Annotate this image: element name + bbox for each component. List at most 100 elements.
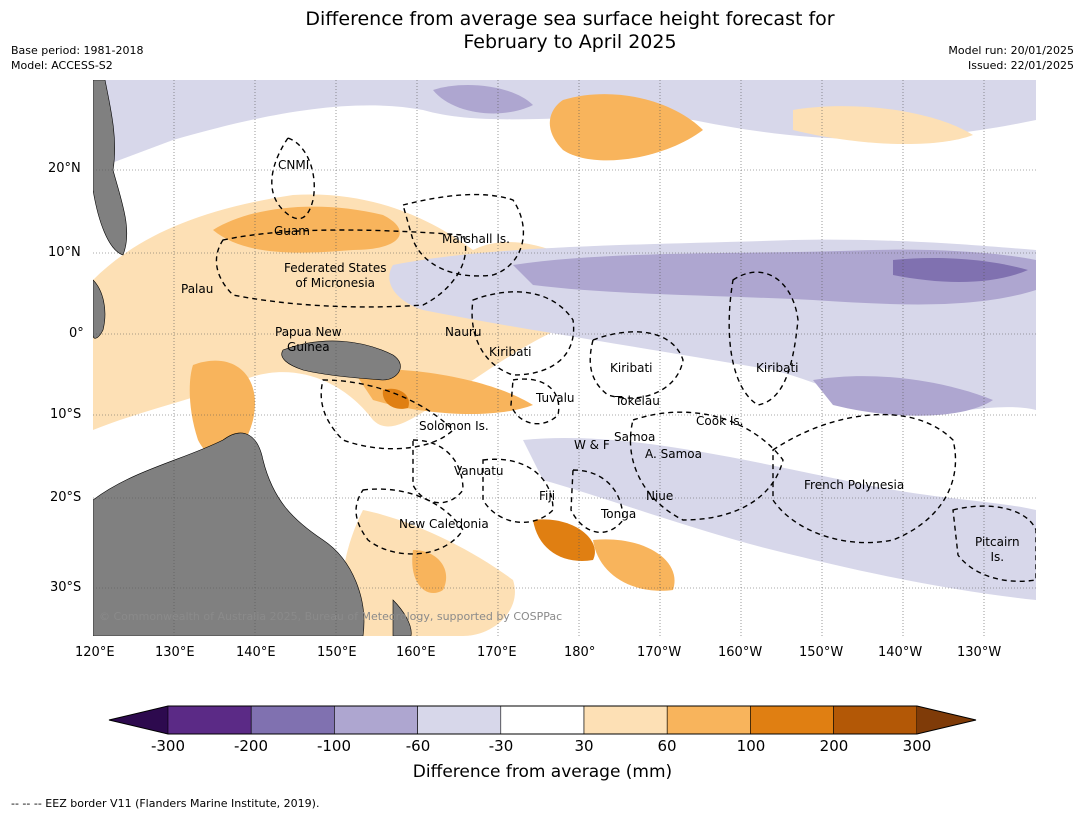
colorbar-tick-label: 60 [657, 737, 677, 755]
region-label-palau: Palau [181, 282, 214, 296]
eez-border-cnmi [271, 137, 315, 220]
lon-tick-label: 130°E [155, 645, 195, 660]
lat-tick-label: 20°S [50, 490, 82, 505]
meta-model-run-issued: Model run: 20/01/2025 Issued: 22/01/2025 [948, 44, 1074, 72]
anomaly-positive-core [213, 206, 400, 253]
lat-tick-label: 0° [69, 326, 84, 341]
anomaly-positive-north-patch [793, 106, 973, 145]
anomaly-positive-north-patch [549, 94, 703, 161]
philippines-landmass [93, 80, 128, 256]
lat-tick-label: 10°N [48, 245, 81, 260]
region-label-american-samoa: A. Samoa [645, 447, 702, 461]
eez-borders [215, 137, 1036, 582]
colorbar-title: Difference from average (mm) [412, 762, 673, 782]
anomaly-positive-south-patch [593, 539, 675, 591]
region-label-kiribati-gilbert: Kiribati [489, 345, 532, 359]
meta-base-period-model: Base period: 1981-2018 Model: ACCESS-S2 [11, 44, 144, 72]
anomaly-negative-north-band [93, 80, 1036, 170]
colorbar-extend-high [917, 706, 976, 734]
eez-border-vanuatu [412, 439, 464, 504]
colorbar-segment [500, 705, 585, 735]
region-label-tokelau: Tokelau [615, 394, 660, 408]
region-label-papua-new-guinea: Papua New Guinea [275, 325, 342, 354]
lon-tick-label: 160°W [718, 645, 763, 660]
graticule [93, 80, 1036, 636]
colorbar-tick-label: 200 [819, 737, 849, 755]
lon-tick-label: 180° [564, 645, 596, 660]
new-guinea-landmass [281, 340, 401, 381]
colorbar [108, 705, 977, 735]
region-label-tuvalu: Tuvalu [536, 391, 575, 405]
colorbar-segment [334, 705, 418, 735]
eez-border-solomon [320, 379, 454, 450]
region-label-nauru: Nauru [445, 325, 482, 339]
eez-border-french-polynesia [772, 413, 957, 544]
region-label-french-polynesia: French Polynesia [804, 478, 905, 492]
lat-tick-label: 10°S [50, 407, 82, 422]
lat-tick-label: 30°S [50, 580, 82, 595]
colorbar-outline [108, 705, 977, 735]
map-title: Difference from average sea surface heig… [305, 8, 835, 53]
lon-tick-label: 170°E [477, 645, 517, 660]
lon-tick-label: 140°E [236, 645, 276, 660]
eez-border-micronesia [215, 229, 467, 308]
colorbar-extend-low [109, 706, 168, 734]
region-label-wallis-futuna: W & F [574, 438, 610, 452]
colorbar-tick-label: -30 [488, 737, 514, 755]
region-label-solomon-is: Solomon Is. [419, 419, 489, 433]
lat-tick-label: 20°N [48, 161, 81, 176]
anomaly-positive-south-core [533, 519, 595, 561]
australia-landmass [93, 432, 365, 636]
colorbar-segment [750, 705, 834, 735]
colorbar-tick-label: -60 [405, 737, 431, 755]
region-label-niue: Niue [646, 489, 674, 503]
anomaly-negative-north-core [433, 85, 533, 114]
colorbar-segment [417, 705, 502, 735]
anomaly-strong-negative [893, 258, 1028, 282]
region-label-cook-is: Cook Is. [696, 414, 744, 428]
colorbar-tick-label: -200 [233, 737, 269, 755]
map-panel: CNMI Guam Marshall Is. Federated States … [93, 80, 1036, 636]
eez-border-kiribati-phoenix [589, 331, 684, 399]
colorbar-tick-label: 30 [574, 737, 594, 755]
region-label-tonga: Tonga [601, 507, 637, 521]
lon-tick-label: 160°E [396, 645, 436, 660]
anomaly-fields [93, 80, 1036, 636]
colorbar-segment [167, 705, 252, 735]
colorbar-tick-label: -100 [316, 737, 352, 755]
eez-border-marshall [402, 193, 525, 277]
sea-height-map [93, 80, 1036, 636]
region-label-vanuatu: Vanuatu [454, 464, 504, 478]
lon-tick-label: 140°W [878, 645, 923, 660]
region-label-kiribati-line: Kiribati [756, 361, 799, 375]
colorbar-tick-label: 300 [902, 737, 932, 755]
anomaly-negative-southeast-band [523, 438, 1036, 600]
region-label-fiji: Fiji [539, 489, 556, 503]
anomaly-positive-south-core [412, 550, 447, 594]
borneo-landmass [93, 279, 106, 339]
lon-tick-label: 150°W [799, 645, 844, 660]
new-zealand-landmass [392, 599, 412, 636]
region-label-cnmi: CNMI [278, 158, 310, 172]
lon-tick-label: 130°W [957, 645, 1002, 660]
lon-tick-label: 120°E [75, 645, 115, 660]
lon-tick-label: 150°E [317, 645, 357, 660]
colorbar-segment [583, 705, 668, 735]
colorbar-tick-label: 100 [736, 737, 766, 755]
colorbar-segment [666, 705, 751, 735]
region-label-kiribati-phoenix: Kiribati [610, 361, 653, 375]
colorbar-segment [833, 705, 918, 735]
colorbar-tick-label: -300 [150, 737, 186, 755]
lon-tick-label: 170°W [637, 645, 682, 660]
region-label-guam: Guam [274, 224, 310, 238]
anomaly-strong-positive [382, 388, 409, 409]
region-label-samoa: Samoa [614, 430, 656, 444]
eez-footnote: -- -- -- EEZ border V11 (Flanders Marine… [11, 797, 320, 810]
region-label-new-caledonia: New Caledonia [399, 517, 489, 531]
eez-border-kiribati-gilbert [471, 291, 575, 376]
colorbar-segment [250, 705, 335, 735]
eez-border-tonga [570, 469, 624, 533]
landmasses [93, 80, 412, 636]
copyright-notice: © Commonwealth of Australia 2025, Bureau… [99, 610, 563, 623]
eez-border-pitcairn [952, 505, 1036, 582]
